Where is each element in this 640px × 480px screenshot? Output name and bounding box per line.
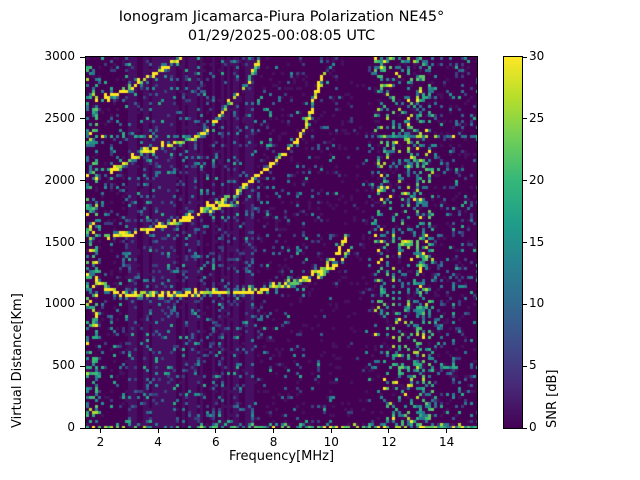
y-tick-mark <box>80 427 85 429</box>
colorbar-tick-mark <box>523 365 527 367</box>
ionogram-heatmap <box>86 57 477 428</box>
chart-subtitle: 01/29/2025-00:08:05 UTC <box>187 28 376 44</box>
x-tick-label: 4 <box>154 435 162 449</box>
colorbar-tick-mark <box>523 56 527 58</box>
colorbar-tick-mark <box>523 303 527 305</box>
colorbar-tick-label: 20 <box>529 172 545 187</box>
y-tick-mark <box>80 365 85 367</box>
colorbar-tick-mark <box>523 180 527 182</box>
x-tick-mark <box>330 429 332 433</box>
colorbar-tick-mark <box>523 242 527 243</box>
y-tick-mark <box>80 56 85 58</box>
chart-title: Ionogram Jicamarca-Piura Polarization NE… <box>118 9 445 25</box>
colorbar-tick-label: 0 <box>529 420 537 434</box>
x-tick-label: 12 <box>381 435 397 449</box>
colorbar-tick-label: 25 <box>529 110 545 125</box>
y-tick-mark <box>80 118 85 120</box>
y-tick-label: 500 <box>52 358 75 373</box>
plot-area <box>85 56 478 429</box>
title-block: Ionogram Jicamarca-Piura Polarization NE… <box>86 8 477 46</box>
y-tick-label: 2500 <box>44 110 75 125</box>
x-tick-label: 8 <box>269 435 278 449</box>
y-tick-mark <box>80 242 85 243</box>
x-tick-mark <box>388 429 390 433</box>
x-tick-mark <box>446 429 448 433</box>
y-tick-label: 3000 <box>44 49 75 63</box>
colorbar-tick-label: 15 <box>529 234 545 249</box>
colorbar-tick-mark <box>523 427 527 429</box>
x-tick-label: 2 <box>96 435 105 449</box>
x-tick-mark <box>215 429 217 433</box>
y-tick-label: 1000 <box>44 296 75 311</box>
y-tick-label: 0 <box>67 420 75 434</box>
y-tick-mark <box>80 180 85 182</box>
colorbar <box>503 56 523 429</box>
y-tick-label: 2000 <box>44 172 75 187</box>
colorbar-tick-label: 30 <box>529 49 545 63</box>
x-tick-mark <box>99 429 101 433</box>
colorbar-tick-mark <box>523 118 527 120</box>
colorbar-tick-label: 10 <box>529 296 545 311</box>
y-tick-mark <box>80 303 85 305</box>
x-axis-label: Frequency[MHz] <box>228 449 335 464</box>
x-tick-label: 14 <box>439 435 455 449</box>
colorbar-tick-label: 5 <box>529 358 537 373</box>
x-tick-mark <box>157 429 159 433</box>
y-tick-label: 1500 <box>44 234 75 249</box>
x-tick-mark <box>273 429 275 433</box>
x-tick-label: 10 <box>323 435 339 449</box>
x-tick-label: 6 <box>212 435 220 449</box>
colorbar-label: SNR [dB] <box>545 369 560 428</box>
